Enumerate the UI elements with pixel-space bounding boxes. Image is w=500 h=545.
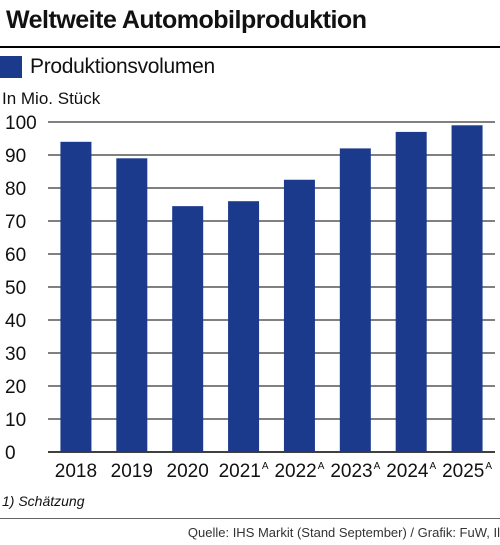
bar xyxy=(451,125,483,453)
y-unit-label: In Mio. Stück xyxy=(2,89,101,108)
y-tick-label: 60 xyxy=(5,245,26,266)
bar xyxy=(172,206,204,452)
bar xyxy=(60,141,92,453)
x-tick-label: 2025A xyxy=(442,461,492,482)
legend-label: Produktionsvolumen xyxy=(30,55,215,78)
y-tick-label: 40 xyxy=(5,311,26,332)
title-rule xyxy=(0,46,500,48)
y-tick-label: 10 xyxy=(5,410,26,431)
legend-swatch xyxy=(0,56,22,78)
y-tick-label: 90 xyxy=(5,146,26,167)
x-tick-label: 2023A xyxy=(330,461,380,482)
y-tick-label: 100 xyxy=(5,113,37,134)
y-tick-label: 80 xyxy=(5,179,26,200)
y-tick-label: 50 xyxy=(5,278,26,299)
y-tick-label: 30 xyxy=(5,344,26,365)
bar xyxy=(228,201,260,452)
footnote: 1) Schätzung xyxy=(2,493,85,509)
x-tick-label: 2018 xyxy=(55,461,97,482)
y-tick-label: 0 xyxy=(5,443,16,464)
legend: Produktionsvolumen xyxy=(0,55,215,79)
x-tick-label: 2019 xyxy=(111,461,153,482)
source-credit: Quelle: IHS Markit (Stand September) / G… xyxy=(187,525,500,540)
bar xyxy=(395,131,427,452)
footer-rule xyxy=(0,518,500,519)
bar xyxy=(339,148,371,452)
x-tick-label: 2024A xyxy=(386,461,436,482)
bar xyxy=(116,158,148,453)
y-tick-label: 20 xyxy=(5,377,26,398)
x-tick-label: 2022A xyxy=(274,461,324,482)
y-tick-label: 70 xyxy=(5,212,26,233)
x-tick-label: 2020 xyxy=(167,461,209,482)
chart-title: Weltweite Automobilproduktion xyxy=(6,6,367,34)
x-tick-label: 2021A xyxy=(219,461,269,482)
bar xyxy=(283,179,315,452)
